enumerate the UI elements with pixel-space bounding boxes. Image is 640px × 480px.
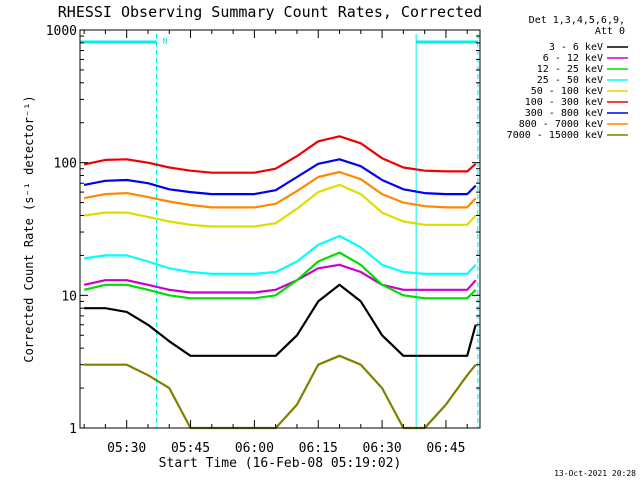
legend-header: Att 0 bbox=[595, 26, 625, 37]
x-tick-label: 06:45 bbox=[426, 441, 465, 456]
chart-title: RHESSI Observing Summary Count Rates, Co… bbox=[58, 3, 482, 21]
legend-entry-label: 300 - 800 keV bbox=[525, 108, 603, 119]
series-line bbox=[83, 170, 477, 209]
series-line bbox=[83, 234, 477, 275]
legend-entry-label: 7000 - 15000 keV bbox=[507, 130, 603, 141]
series-line bbox=[83, 251, 477, 300]
plot-frame bbox=[79, 29, 481, 429]
attenuator-label: N bbox=[162, 37, 167, 46]
y-tick-label: 10 bbox=[61, 289, 77, 304]
y-tick-label: 1000 bbox=[46, 24, 77, 39]
footer-timestamp: 13-Oct-2021 20:28 bbox=[554, 469, 636, 478]
y-axis-ticks: 1 10 100 1000 bbox=[46, 24, 480, 437]
legend-entry-label: 100 - 300 keV bbox=[525, 97, 603, 108]
x-tick-label: 05:30 bbox=[107, 441, 146, 456]
series-line bbox=[84, 283, 477, 357]
series-line bbox=[84, 354, 477, 430]
series-line bbox=[83, 135, 477, 174]
x-tick-label: 06:15 bbox=[299, 441, 338, 456]
x-tick-label: 06:30 bbox=[363, 441, 402, 456]
legend-header: Det 1,3,4,5,6,9, bbox=[529, 15, 625, 26]
data-series bbox=[83, 135, 477, 430]
legend-entry-label: 50 - 100 keV bbox=[531, 86, 603, 97]
legend-entry-label: 25 - 50 keV bbox=[537, 75, 603, 86]
y-axis-label: Corrected Count Rate (s⁻¹ detector⁻¹) bbox=[22, 95, 36, 362]
x-tick-label: 05:45 bbox=[171, 441, 210, 456]
series-line bbox=[83, 158, 477, 196]
legend-entry-label: 3 - 6 keV bbox=[549, 42, 603, 53]
attenuator-bands: N bbox=[79, 34, 479, 428]
legend-entry-label: 800 - 7000 keV bbox=[519, 119, 603, 130]
legend-entry-label: 12 - 25 keV bbox=[537, 64, 603, 75]
series-line bbox=[83, 263, 477, 294]
x-tick-label: 06:00 bbox=[235, 441, 274, 456]
legend-entry-label: 6 - 12 keV bbox=[543, 53, 603, 64]
x-axis-label: Start Time (16-Feb-08 05:19:02) bbox=[159, 456, 402, 471]
series-line bbox=[83, 183, 477, 228]
y-tick-label: 1 bbox=[69, 422, 77, 437]
y-tick-label: 100 bbox=[54, 157, 77, 172]
x-axis-ticks: 05:30 05:45 06:00 06:15 06:30 06:45 bbox=[83, 30, 468, 456]
